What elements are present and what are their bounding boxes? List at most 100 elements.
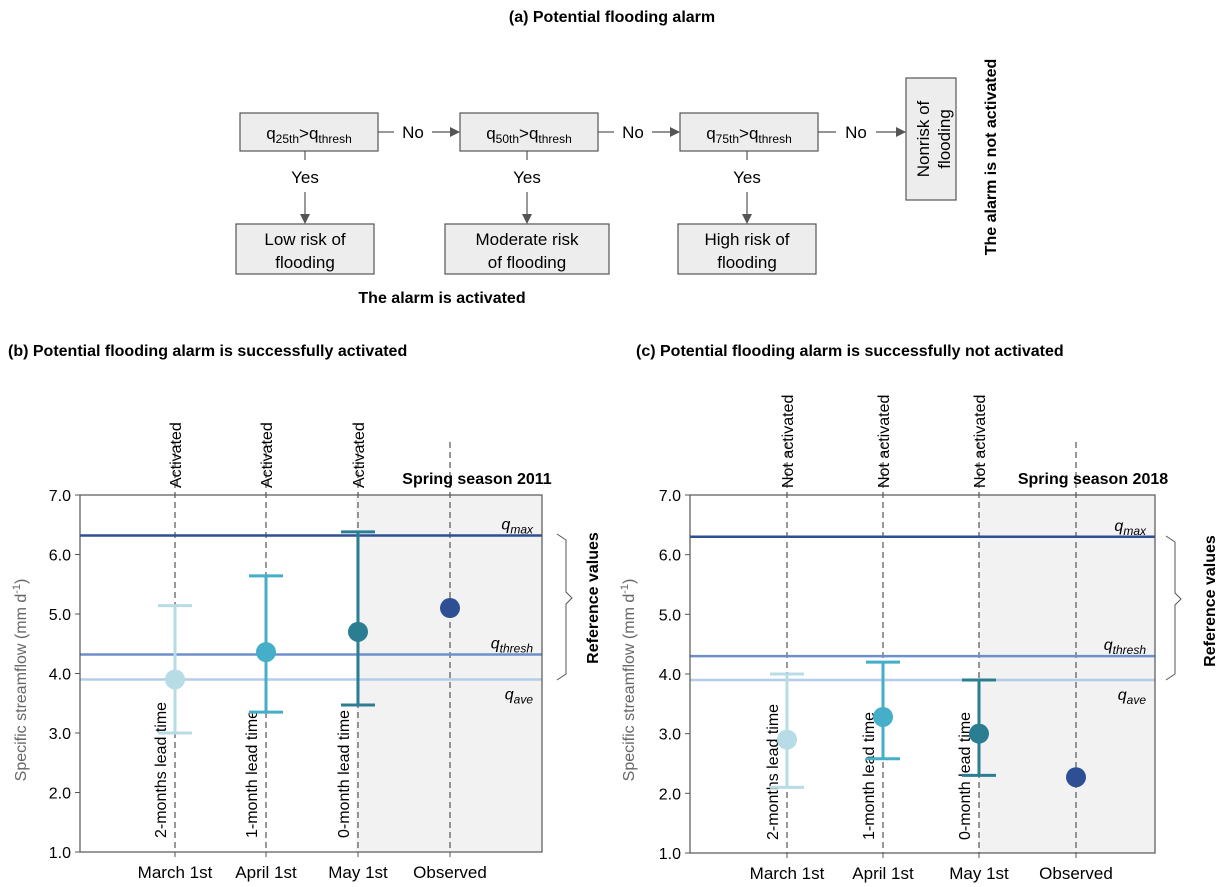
- panel-b-x-label-4: Observed: [413, 863, 487, 882]
- panel-c-forecast-median-2: [873, 706, 893, 727]
- panel-c: (c) Potential flooding alarm is successf…: [619, 343, 1168, 883]
- panel-c-y-tick-label-6: 6.0: [659, 548, 681, 565]
- panel-c-y-tick-label-4: 4.0: [659, 667, 681, 684]
- outcome-box-high: High risk of flooding: [677, 223, 817, 275]
- panel-b-lead-label-1: 2-months lead time: [153, 702, 170, 838]
- outcome-box-moderate: Moderate risk of flooding: [444, 223, 610, 275]
- no-label-2: No: [622, 123, 644, 142]
- panel-b-x-label-2: April 1st: [235, 863, 297, 882]
- alarm-not-activated-caption: The alarm is not activated: [983, 59, 1000, 256]
- no-label-3: No: [845, 123, 867, 142]
- panel-b-lead-label-2: 1-month lead time: [244, 710, 261, 838]
- panel-c-plot-frame: [689, 494, 1156, 854]
- panel-b-qmax-label: qmax: [501, 516, 534, 536]
- panel-b-y-tick-label-5: 5.0: [49, 607, 71, 624]
- nonrisk-line2: flooding: [935, 109, 954, 169]
- panel-b: (b) Potential flooding alarm is successf…: [8, 343, 552, 882]
- yes-connector-1: Yes: [291, 151, 319, 224]
- condition-25th-text: q25th>qthresh: [266, 124, 352, 146]
- panel-c-observed-point: [1066, 767, 1086, 788]
- panel-b-status-label-3: Activated: [351, 422, 368, 488]
- panel-b-forecast-median-1: [165, 669, 185, 690]
- panel-c-y-tick-label-1: 1.0: [659, 846, 681, 863]
- no-label-1: No: [402, 123, 424, 142]
- outcome-box-low: Low risk of flooding: [235, 223, 375, 275]
- reference-values-label-c: Reference values: [1202, 535, 1219, 667]
- panel-b-observed-point: [440, 598, 460, 619]
- reference-bracket-b: Reference values: [556, 532, 602, 681]
- yes-connector-2: Yes: [513, 151, 541, 224]
- panel-c-x-label-4: Observed: [1039, 864, 1113, 883]
- panel-b-lead-label-3: 0-month lead time: [336, 710, 353, 838]
- panel-c-x-label-2: April 1st: [852, 864, 914, 883]
- panel-c-y-tick-label-7: 7.0: [659, 488, 681, 505]
- panel-c-forecast-median-3: [969, 723, 989, 744]
- panel-c-x-label-3: May 1st: [949, 864, 1009, 883]
- yes-connector-3: Yes: [733, 151, 761, 224]
- yes-label-1: Yes: [291, 168, 319, 187]
- panel-b-forecast-median-3: [348, 621, 368, 642]
- panel-b-marks: qmax qthresh qave 1.0 2.0 3.0 4.0 5.0 6.0 7.0 Marc…: [49, 422, 542, 882]
- flowchart: (a) Potential flooding alarm q25th>qthre…: [235, 9, 1000, 307]
- panel-c-lead-label-1: 2-months lead time: [765, 704, 782, 840]
- panel-b-y-tick-label-4: 4.0: [49, 667, 71, 684]
- panel-c-qave-label: qave: [1118, 687, 1147, 707]
- panel-c-season-label: Spring season 2018: [1018, 471, 1168, 488]
- panel-b-y-tick-label-1: 1.0: [49, 845, 71, 862]
- no-connector-3: No: [818, 123, 906, 142]
- panel-c-y-tick-label-2: 2.0: [659, 786, 681, 803]
- panel-c-x-label-1: March 1st: [750, 864, 825, 883]
- panel-b-qave-label: qave: [505, 686, 534, 706]
- outcome-low-line1: Low risk of: [264, 230, 346, 249]
- nonrisk-box: Nonrisk of flooding: [905, 77, 957, 201]
- panel-c-title: (c) Potential flooding alarm is successf…: [636, 343, 1064, 360]
- panel-b-plot-frame: [79, 494, 543, 853]
- outcome-moderate-line2: of flooding: [488, 253, 566, 272]
- condition-box-25th: q25th>qthresh: [239, 112, 379, 152]
- outcome-low-line2: flooding: [275, 253, 335, 272]
- panel-c-status-label-1: Not activated: [780, 395, 797, 488]
- panel-b-status-label-1: Activated: [168, 422, 185, 488]
- flowchart-title: (a) Potential flooding alarm: [509, 9, 715, 26]
- panel-b-qthresh-label: qthresh: [491, 635, 534, 655]
- no-connector-2: No: [598, 123, 680, 142]
- panel-b-y-axis-label: Specific streamflow (mm d-1): [11, 579, 30, 782]
- outcome-high-line2: flooding: [717, 253, 777, 272]
- panel-c-status-label-2: Not activated: [876, 395, 893, 488]
- panel-c-lead-label-2: 1-month lead time: [861, 712, 878, 840]
- panel-b-y-tick-label-6: 6.0: [49, 548, 71, 565]
- panel-c-y-tick-label-5: 5.0: [659, 607, 681, 624]
- panel-c-qthresh-label: qthresh: [1104, 637, 1147, 657]
- condition-75th-text: q75th>qthresh: [706, 124, 792, 146]
- condition-box-50th: q50th>qthresh: [459, 112, 599, 152]
- outcome-moderate-line1: Moderate risk: [476, 230, 579, 249]
- panel-b-y-tick-label-7: 7.0: [49, 488, 71, 505]
- reference-values-label-b: Reference values: [585, 532, 602, 664]
- yes-label-3: Yes: [733, 168, 761, 187]
- panel-c-status-label-3: Not activated: [972, 395, 989, 488]
- panel-c-shaded-observed-region: [979, 495, 1155, 853]
- panel-c-y-axis-label: Specific streamflow (mm d-1): [619, 579, 638, 782]
- panel-b-title: (b) Potential flooding alarm is successf…: [8, 343, 407, 360]
- panel-b-forecast-median-2: [256, 642, 276, 663]
- panel-b-season-label: Spring season 2011: [402, 471, 552, 488]
- panel-b-y-tick-label-3: 3.0: [49, 726, 71, 743]
- yes-label-2: Yes: [513, 168, 541, 187]
- panel-b-y-tick-label-2: 2.0: [49, 786, 71, 803]
- reference-bracket-c: Reference values: [1165, 535, 1219, 681]
- panel-b-status-label-2: Activated: [259, 422, 276, 488]
- nonrisk-line1: Nonrisk of: [914, 100, 933, 177]
- panel-b-shaded-observed-region: [356, 495, 542, 852]
- panel-c-qmax-label: qmax: [1114, 518, 1147, 538]
- condition-box-75th: q75th>qthresh: [679, 112, 819, 152]
- panel-c-marks: qmax qthresh qave 1.0 2.0 3.0 4.0 5.0 6.0 7.0 Marc…: [659, 395, 1155, 883]
- panel-b-x-label-1: March 1st: [138, 863, 213, 882]
- outcome-high-line1: High risk of: [704, 230, 789, 249]
- alarm-activated-caption: The alarm is activated: [358, 290, 525, 307]
- condition-50th-text: q50th>qthresh: [486, 124, 572, 146]
- panel-b-x-label-3: May 1st: [328, 863, 388, 882]
- panel-c-y-tick-label-3: 3.0: [659, 727, 681, 744]
- panel-c-forecast-median-1: [777, 729, 797, 750]
- no-connector-1: No: [378, 123, 460, 142]
